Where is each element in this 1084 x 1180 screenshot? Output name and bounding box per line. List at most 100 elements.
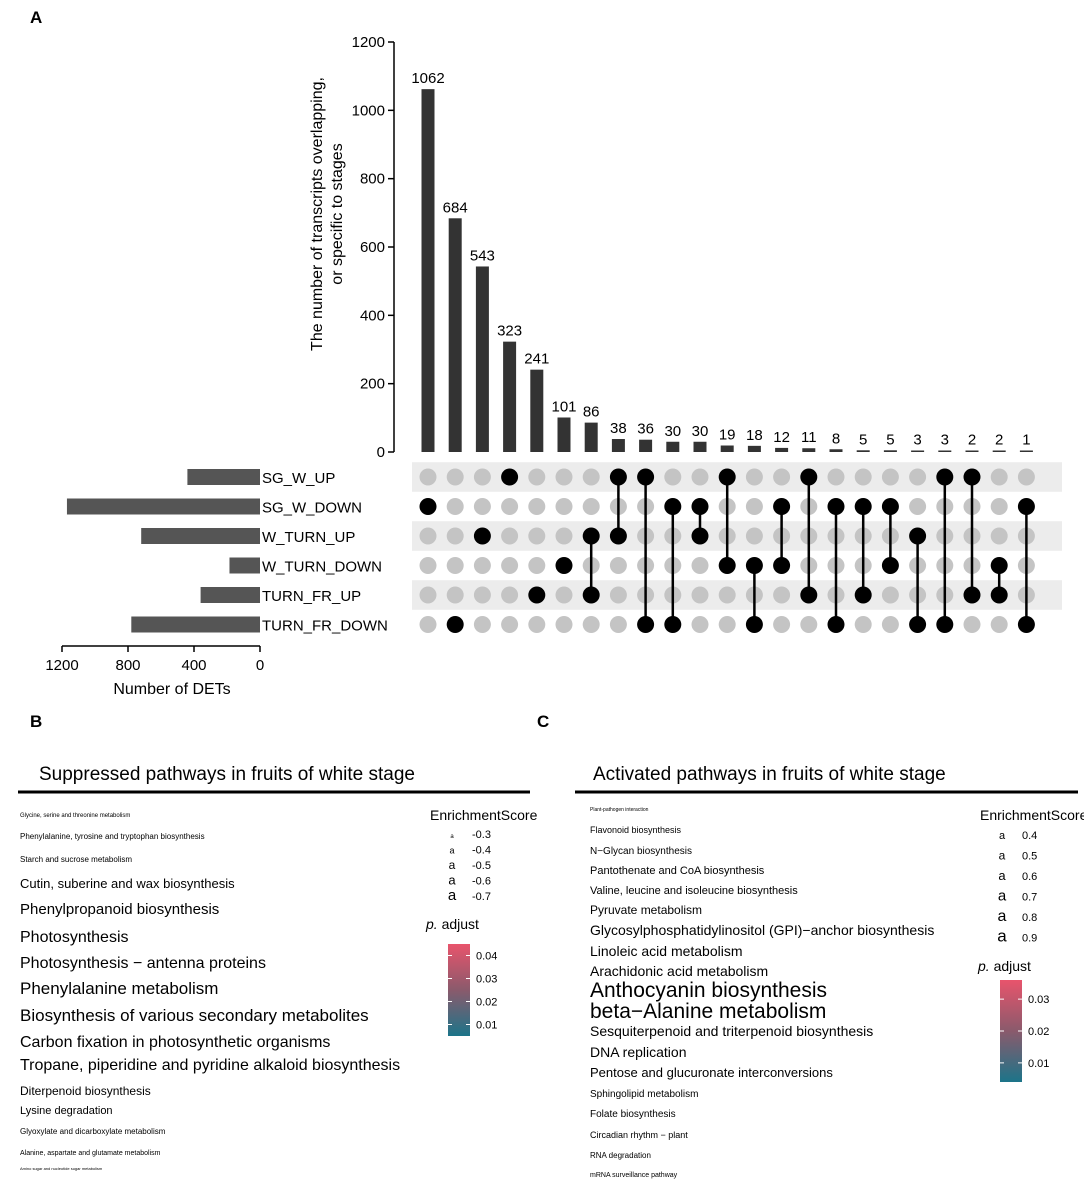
matrix-dot-inactive [963,616,981,633]
pathway-term: Phenylpropanoid biosynthesis [20,901,219,918]
intersection-bar [503,341,517,452]
matrix-dot-inactive [419,557,437,574]
pathway-term: Linoleic acid metabolism [590,943,743,959]
matrix-dot-inactive [501,527,519,545]
matrix-dot-inactive [501,586,519,604]
size-legend-value: -0.6 [472,876,491,888]
intersection-bar [611,439,625,452]
matrix-dot-inactive [773,616,791,633]
pathway-term: Flavonoid biosynthesis [590,825,682,835]
colorbar-tick-label: 0.01 [476,1020,497,1032]
intersection-bar [747,445,761,452]
size-legend-value: 0.4 [1022,830,1037,842]
pathway-term: Plant-pathogen interaction [590,807,649,813]
size-legend-value: 0.7 [1022,892,1037,904]
intersection-value-label: 323 [497,323,522,340]
pathway-term: N−Glycan biosynthesis [590,846,692,857]
pathway-term: Alanine, aspartate and glutamate metabol… [20,1150,161,1157]
colorbar [1000,980,1022,1082]
matrix-dot-active [446,616,464,633]
intersection-bar [911,450,925,452]
size-legend-title: EnrichmentScore [430,807,538,823]
set-size-tick-label: 400 [181,657,206,674]
matrix-dot-inactive [773,586,791,604]
pathway-term: Valine, leucine and isoleucine biosynthe… [590,885,798,897]
color-legend-title: p. adjust [425,916,479,932]
matrix-dot-inactive [582,616,600,633]
matrix-dot-active [827,498,845,515]
pathway-term: Folate biosynthesis [590,1109,676,1120]
intersection-value-label: 86 [583,404,600,421]
set-name-label: SG_W_UP [262,470,335,487]
pathway-term: Photosynthesis − antenna proteins [20,955,266,972]
size-legend-value: -0.5 [472,860,491,872]
matrix-dot-active [745,616,763,633]
pathway-term: Glycosylphosphatidylinositol (GPI)−ancho… [590,922,934,938]
matrix-dot-inactive [501,498,519,515]
pathway-term: Glycine, serine and threonine metabolism [20,813,130,819]
size-legend-glyph: a [449,846,454,856]
intersection-value-label: 30 [692,423,709,440]
size-legend-glyph: a [998,868,1006,883]
matrix-dot-inactive [419,616,437,633]
matrix-row-stripe [412,580,1062,610]
matrix-dot-inactive [446,527,464,545]
intersection-value-label: 30 [664,423,681,440]
matrix-dot-active [582,586,600,604]
matrix-dot-inactive [528,527,546,545]
matrix-dot-inactive [419,527,437,545]
matrix-dot-active [936,468,954,486]
matrix-dot-active [582,527,600,545]
intersection-bar [965,450,979,452]
pathway-term: Phenylalanine metabolism [20,979,218,998]
matrix-dot-inactive [990,527,1008,545]
matrix-dot-inactive [691,557,709,574]
pathway-term: Tropane, piperidine and pyridine alkaloi… [20,1057,400,1074]
activated-pathways-panel: Activated pathways in fruits of white st… [575,764,1084,1179]
set-size-bar [131,616,260,633]
set-name-label: W_TURN_UP [262,529,355,546]
suppressed-pathways-panel: Suppressed pathways in fruits of white s… [18,764,538,1171]
matrix-dot-inactive [609,616,627,633]
matrix-dot-active [963,586,981,604]
matrix-dot-inactive [473,498,491,515]
matrix-dot-active [773,498,791,515]
matrix-dot-inactive [745,498,763,515]
matrix-dot-inactive [582,498,600,515]
matrix-dot-active [691,527,709,545]
intersection-bar [421,89,435,453]
intersection-value-label: 543 [470,247,495,264]
panel-label-a: A [30,8,43,27]
size-legend-glyph: a [448,887,457,904]
intersection-bar [448,218,462,452]
matrix-dot-inactive [990,468,1008,486]
pathway-term: Sphingolipid metabolism [590,1089,698,1100]
matrix-dot-inactive [419,586,437,604]
intersection-bar [693,441,707,452]
matrix-dot-active [990,557,1008,574]
colorbar-tick-label: 0.03 [1028,994,1049,1006]
size-legend-value: -0.4 [472,845,491,857]
pathway-term: Phenylalanine, tyrosine and tryptophan b… [20,832,205,841]
colorbar-tick-label: 0.02 [476,997,497,1009]
pathway-term: Arachidonic acid metabolism [590,963,768,979]
matrix-dot-active [718,557,736,574]
intersection-bar [584,422,598,452]
intersection-bar [475,266,489,452]
intersection-bar [639,439,653,452]
matrix-dot-active [1017,616,1035,633]
intersection-bar [883,450,897,452]
matrix-dot-inactive [745,527,763,545]
color-legend-title-italic: p. [425,916,438,932]
matrix-dot-active [827,616,845,633]
intersection-bar [802,448,816,452]
matrix-dot-active [854,586,872,604]
set-size-bar [229,557,260,574]
matrix-dot-inactive [446,468,464,486]
intersection-value-label: 684 [443,199,468,216]
matrix-dot-active [419,498,437,515]
pathway-term: Biosynthesis of various secondary metabo… [20,1006,369,1025]
matrix-dot-active [800,468,818,486]
matrix-dot-inactive [990,616,1008,633]
size-legend-value: -0.7 [472,891,491,903]
